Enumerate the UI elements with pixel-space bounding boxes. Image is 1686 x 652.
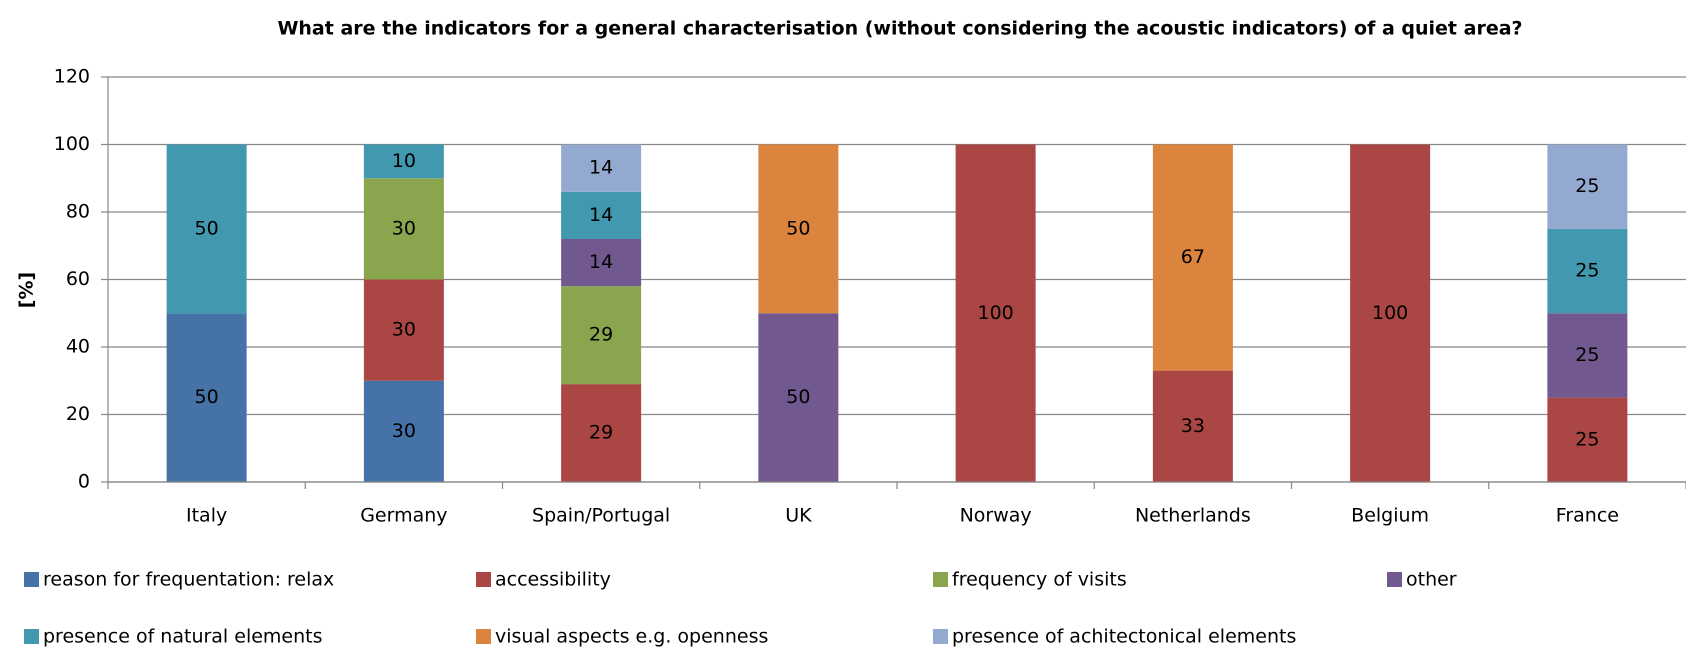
bar-segment: [561, 384, 642, 482]
bar-segment: [561, 144, 642, 192]
legend-label: frequency of visits: [952, 569, 1127, 591]
x-tick-label: Norway: [960, 505, 1032, 527]
data-label: 50: [195, 217, 219, 239]
data-label: 25: [1575, 344, 1599, 366]
y-tick-label: 0: [78, 471, 90, 493]
bar-segment: [1152, 370, 1233, 482]
data-label: 67: [1181, 246, 1205, 268]
bar-segment: [1547, 228, 1628, 314]
legend-swatch: [933, 629, 948, 644]
bar-segment: [1547, 313, 1628, 398]
bar-segment: [1547, 397, 1628, 482]
bar-segment: [1350, 144, 1431, 482]
x-tick-label: France: [1556, 505, 1619, 527]
bar-segment: [363, 279, 444, 381]
legend-swatch: [933, 572, 948, 587]
bar-segment: [561, 191, 642, 239]
data-label: 50: [786, 386, 810, 408]
data-label: 25: [1575, 260, 1599, 282]
data-label: 50: [195, 386, 219, 408]
data-label: 25: [1575, 428, 1599, 450]
y-tick-label: 120: [54, 66, 90, 88]
y-axis-title: [%]: [16, 272, 38, 308]
data-label: 14: [589, 204, 613, 226]
data-label: 100: [977, 302, 1013, 324]
bar-segment: [758, 144, 839, 314]
bar-segment: [561, 239, 642, 287]
legend-label: presence of achitectonical elements: [952, 626, 1296, 648]
legend-swatch: [24, 572, 39, 587]
bar-segment: [758, 313, 839, 482]
x-tick-label: UK: [785, 505, 812, 527]
x-tick-label: Belgium: [1351, 505, 1429, 527]
bar-segment: [1152, 144, 1233, 371]
bar-segment: [1547, 144, 1628, 229]
data-label: 29: [589, 324, 613, 346]
bar-segment: [561, 286, 642, 385]
data-label: 100: [1372, 302, 1408, 324]
data-label: 33: [1181, 415, 1205, 437]
legend-label: accessibility: [495, 569, 611, 591]
legend-label: visual aspects e.g. openness: [495, 626, 768, 648]
data-label: 10: [392, 150, 416, 172]
y-tick-label: 40: [66, 336, 90, 358]
data-label: 14: [589, 251, 613, 273]
legend-label: other: [1406, 569, 1457, 591]
bar-segment: [955, 144, 1036, 482]
y-tick-label: 20: [66, 403, 90, 425]
bar-segment: [166, 313, 247, 482]
x-tick-label: Germany: [360, 505, 447, 527]
legend-swatch: [476, 629, 491, 644]
data-label: 50: [786, 217, 810, 239]
data-label: 30: [392, 420, 416, 442]
x-tick-label: Italy: [186, 505, 227, 527]
data-label: 30: [392, 217, 416, 239]
x-tick-label: Spain/Portugal: [532, 505, 670, 527]
bar-segment: [363, 380, 444, 482]
y-tick-label: 60: [66, 268, 90, 290]
chart-title: What are the indicators for a general ch…: [277, 18, 1522, 40]
data-label: 14: [589, 157, 613, 179]
bar-segment: [166, 144, 247, 314]
data-label: 25: [1575, 175, 1599, 197]
data-label: 30: [392, 319, 416, 341]
legend-label: reason for frequentation: relax: [43, 569, 334, 591]
legend-swatch: [476, 572, 491, 587]
legend-swatch: [24, 629, 39, 644]
bar-segment: [363, 178, 444, 280]
y-tick-label: 80: [66, 201, 90, 223]
y-tick-label: 100: [54, 133, 90, 155]
x-tick-label: Netherlands: [1135, 505, 1251, 527]
legend-label: presence of natural elements: [43, 626, 323, 648]
legend-swatch: [1387, 572, 1402, 587]
data-label: 29: [589, 422, 613, 444]
bar-segment: [363, 144, 444, 179]
